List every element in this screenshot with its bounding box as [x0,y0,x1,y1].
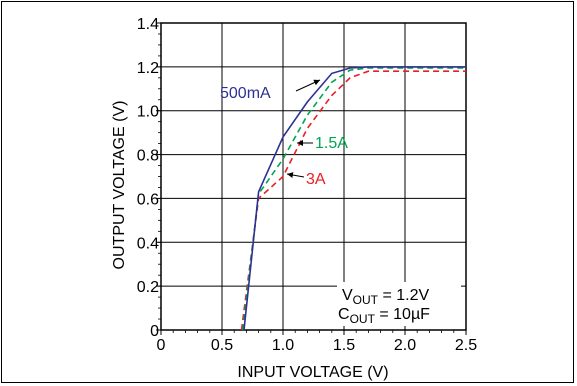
y-tick-label: 0.2 [137,279,159,296]
y-tick-label: 0.4 [137,235,159,252]
annotation-box [337,282,461,326]
x-axis-title: INPUT VOLTAGE (V) [237,364,388,381]
y-axis-title: OUTPUT VOLTAGE (V) [111,101,128,270]
annotation-cout-main: C [338,306,350,323]
series-arrow-3a [286,172,305,178]
series-label-500ma: 500mA [220,85,271,102]
series-line-500ma [243,66,466,331]
y-tick-label: 0.8 [137,148,159,165]
x-tick-label: 2.5 [455,337,477,354]
series-label-3a: 3A [306,171,326,188]
annotation-cout: COUT = 10µF [338,306,430,326]
y-tick-label: 0 [150,323,159,340]
series-lines [240,66,466,331]
series-label-15a: 1.5A [315,135,348,152]
annotation-vout-rest: = 1.2V [378,287,429,304]
annotation-vout-sub: OUT [353,293,379,307]
y-tick-label: 0.6 [137,191,159,208]
y-tick-label: 1.2 [137,60,159,77]
series-line-15a [241,67,466,331]
x-tick-label: 2.0 [394,337,416,354]
x-tick-label: 1.0 [272,337,294,354]
series-arrow-500ma [295,79,321,92]
annotation-vout-main: V [342,287,353,304]
y-tick-label: 1.4 [137,16,159,33]
tick-marks [156,22,467,335]
x-tick-label: 1.5 [333,337,355,354]
annotation-cout-rest: = 10µF [375,306,430,323]
x-tick-label: 0 [157,337,166,354]
tick-labels: 0 0.5 1.0 1.5 2.0 2.5 0 0.2 0.4 0.6 0.8 1.0 1.2 1.4 [137,16,477,354]
series-labels: 500mA 1.5A 3A [220,79,348,188]
y-tick-label: 1.0 [137,104,159,121]
x-tick-label: 0.5 [211,337,233,354]
series-line-3a [240,70,466,331]
annotation-vout: VOUT = 1.2V [342,287,429,307]
annotation-cout-sub: OUT [350,312,376,326]
